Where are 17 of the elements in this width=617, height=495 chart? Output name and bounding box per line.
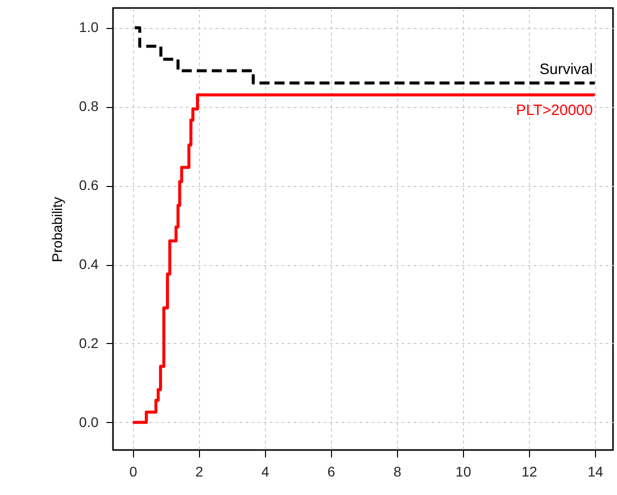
x-tick-label: 10 [456, 464, 472, 480]
x-tick-label: 0 [129, 464, 138, 480]
y-tick-label: 0.2 [79, 334, 99, 351]
y-tick-label: 0.6 [79, 177, 99, 194]
y-tick-label: 0.0 [79, 414, 99, 430]
x-tick-label: 8 [393, 464, 402, 480]
series-label: Survival [539, 60, 593, 78]
x-tick-label: 2 [195, 464, 204, 480]
y-tick-label: 0.8 [79, 98, 99, 114]
y-axis-title: Probability [49, 196, 66, 262]
x-tick-label: 12 [522, 464, 538, 480]
y-tick-label: 0.4 [79, 256, 99, 272]
y-tick-label: 1.0 [79, 19, 99, 36]
series-label: PLT>20000 [516, 102, 593, 119]
x-tick-label: 4 [261, 464, 270, 480]
x-tick-label: 14 [588, 464, 604, 480]
x-tick-label: 6 [327, 464, 336, 480]
